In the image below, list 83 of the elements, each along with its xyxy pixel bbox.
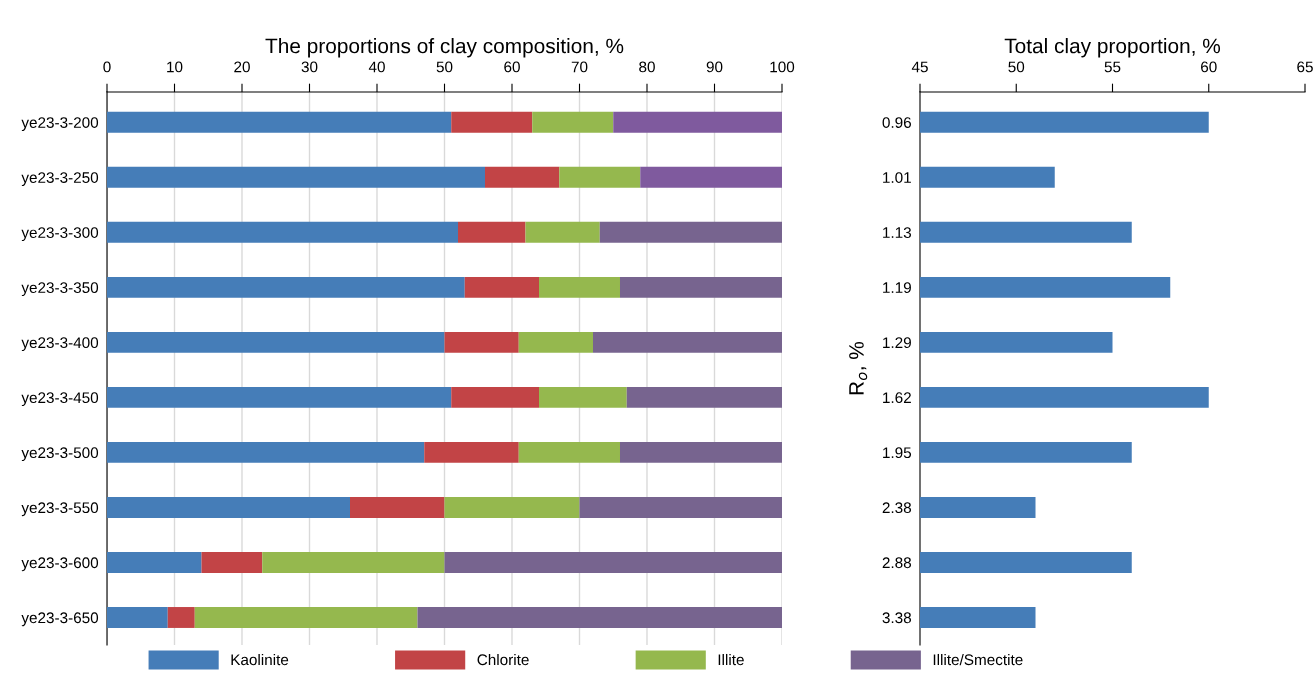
legend-label: Illite/Smectite <box>933 653 1023 666</box>
bar <box>451 111 533 133</box>
bar <box>444 552 782 573</box>
y-tick-label: ye23-3-550 <box>21 502 99 517</box>
x-tick-label: 40 <box>368 61 385 73</box>
legend-label: Chlorite <box>477 653 529 666</box>
bar <box>593 331 782 353</box>
y-tick-label: ye23-3-500 <box>21 447 99 462</box>
x-tick-label: 90 <box>706 61 723 73</box>
x-tick-label: 20 <box>234 61 250 73</box>
bar <box>620 276 782 298</box>
bar <box>485 166 560 188</box>
y-tick-label: ye23-3-200 <box>21 117 99 131</box>
bar <box>444 496 580 518</box>
y-tick-label: ye23-3-600 <box>21 557 99 572</box>
x-tick-label: 0 <box>103 61 111 73</box>
bar <box>107 441 425 463</box>
bar <box>107 607 168 628</box>
y-tick-label: ye23-3-250 <box>21 172 99 186</box>
y-tick-label: 1.29 <box>883 337 911 349</box>
bar <box>262 552 445 573</box>
bar <box>620 441 782 463</box>
y-tick-label: 3.38 <box>882 612 912 624</box>
bar <box>451 386 539 408</box>
y-tick-label: 2.38 <box>882 502 912 514</box>
bar <box>350 496 445 518</box>
y-tick-label: 2.88 <box>882 557 912 569</box>
bar <box>532 111 614 133</box>
bar <box>417 607 782 628</box>
x-tick-label: 65 <box>1297 61 1313 73</box>
y-tick-label: 0.96 <box>882 117 911 128</box>
y-tick-label: 1.01 <box>883 172 911 183</box>
y-tick-label: 1.62 <box>883 392 911 404</box>
bar <box>613 111 782 133</box>
chart-title: Total clay proportion, % <box>1004 38 1221 58</box>
y-tick-label: 1.13 <box>883 227 911 238</box>
x-tick-label: 100 <box>770 61 795 73</box>
bar <box>464 276 539 298</box>
bar <box>107 496 350 518</box>
y-tick-label: 1.95 <box>883 447 912 459</box>
y-tick-label: ye23-3-450 <box>21 392 99 407</box>
bar <box>107 552 202 573</box>
x-tick-label: 45 <box>911 61 928 73</box>
x-tick-label: 60 <box>1201 61 1217 73</box>
x-tick-label: 30 <box>301 61 318 73</box>
y-tick-label: ye23-3-300 <box>21 227 99 242</box>
x-tick-label: 10 <box>167 61 183 73</box>
bar <box>107 111 452 133</box>
x-tick-label: 60 <box>504 61 520 73</box>
y-tick-label: 1.19 <box>883 282 911 294</box>
bar <box>167 607 195 628</box>
bar <box>107 221 458 243</box>
legend-label: Illite <box>718 653 744 666</box>
y-axis-title: R$_{o}$, % <box>849 341 868 395</box>
legend-label: Kaolinite <box>231 653 289 666</box>
bar <box>107 331 445 353</box>
y-tick-label: ye23-3-350 <box>21 282 99 297</box>
bar <box>424 441 519 463</box>
bar <box>194 607 418 628</box>
bar <box>518 331 593 353</box>
y-tick-label: ye23-3-400 <box>21 337 99 352</box>
bar <box>201 552 263 573</box>
bar <box>107 166 485 188</box>
y-tick-label: ye23-3-650 <box>21 612 99 627</box>
bar <box>458 221 526 243</box>
bar <box>599 221 782 243</box>
bar <box>579 496 782 518</box>
bar <box>518 441 620 463</box>
bar <box>626 386 782 408</box>
x-tick-label: 55 <box>1104 61 1121 73</box>
x-tick-label: 80 <box>639 61 655 73</box>
x-tick-label: 50 <box>1008 61 1025 73</box>
x-tick-label: 70 <box>571 61 588 73</box>
x-tick-label: 50 <box>436 61 453 73</box>
bar <box>107 276 465 298</box>
bar <box>539 276 620 298</box>
bar <box>444 331 519 353</box>
chart-title: The proportions of clay composition, % <box>265 38 624 58</box>
bar <box>525 221 600 243</box>
bar <box>640 166 782 188</box>
bar <box>559 166 641 188</box>
bar <box>107 386 452 408</box>
bar <box>539 386 627 408</box>
